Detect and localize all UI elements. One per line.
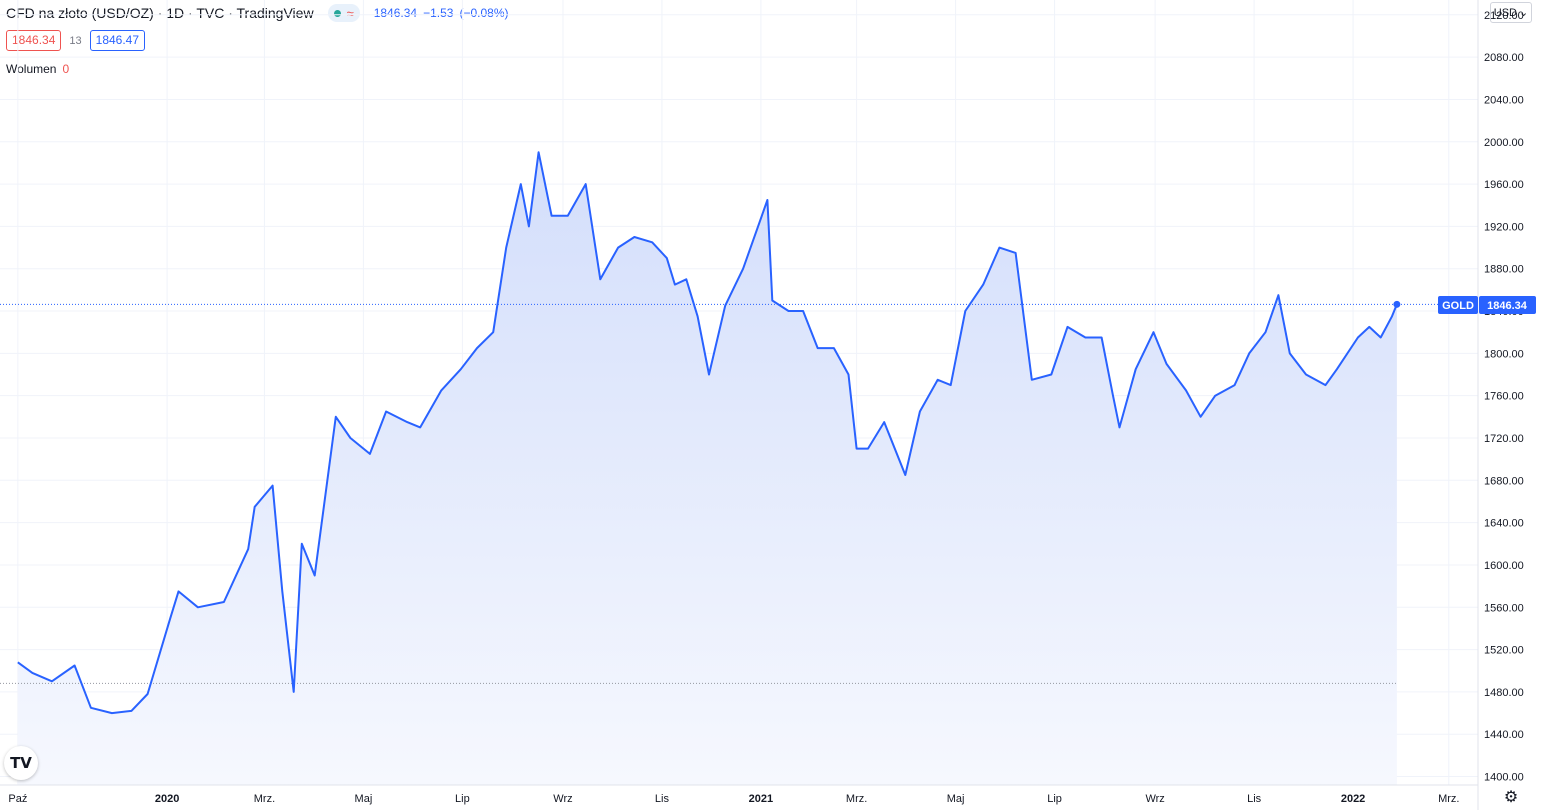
chart-header: CFD na złoto (USD/OZ) · 1D · TVC · Tradi… bbox=[6, 2, 515, 24]
price-axis-tick-label: 1760.00 bbox=[1484, 391, 1524, 403]
price-axis-tick-label: 1480.00 bbox=[1484, 687, 1524, 699]
volume-value: 0 bbox=[62, 62, 70, 76]
time-axis-tick-label: Mrz. bbox=[846, 793, 867, 805]
price-axis-tick-label: 1440.00 bbox=[1484, 729, 1524, 741]
symbol-label: GOLD bbox=[1442, 300, 1474, 312]
price-axis-tick-label: 1880.00 bbox=[1484, 264, 1524, 276]
time-axis-tick-label: 2020 bbox=[155, 793, 179, 805]
price-axis-tick-label: 1560.00 bbox=[1484, 602, 1524, 614]
price-axis-tick-label: 1680.00 bbox=[1484, 475, 1524, 487]
symbol-title[interactable]: CFD na złoto (USD/OZ) · 1D · TVC · Tradi… bbox=[6, 5, 314, 21]
time-axis-tick-label: Maj bbox=[355, 793, 373, 805]
price-axis-tick-label: 1800.00 bbox=[1484, 348, 1524, 360]
time-axis-tick-label: Mrz. bbox=[1438, 793, 1459, 805]
spread-value: 13 bbox=[69, 34, 82, 47]
market-open-icon bbox=[333, 9, 341, 17]
sell-button[interactable]: 1846.34 bbox=[6, 30, 62, 51]
logo-text: TV bbox=[10, 754, 32, 772]
price-axis-tick-label: 1720.00 bbox=[1484, 433, 1524, 445]
tradingview-logo[interactable]: TV bbox=[4, 746, 38, 780]
buy-button[interactable]: 1846.47 bbox=[89, 30, 146, 51]
price-line bbox=[17, 151, 1398, 715]
time-axis-tick-label: Wrz bbox=[553, 793, 572, 805]
last-price: 1846.34 bbox=[373, 6, 418, 20]
price-axis-tick-label: 1640.00 bbox=[1484, 518, 1524, 530]
price-axis-tick-label: 2040.00 bbox=[1484, 94, 1524, 106]
price-area-fill bbox=[17, 152, 1397, 786]
time-axis-tick-label: 2022 bbox=[1341, 793, 1365, 805]
price-axis-tick-label: 1400.00 bbox=[1484, 772, 1524, 784]
grid-lines bbox=[0, 0, 1478, 785]
price-axis-tick-label: 2000.00 bbox=[1484, 137, 1524, 149]
price-axis-tick-label: 1600.00 bbox=[1484, 560, 1524, 572]
price-change: −1.53 bbox=[423, 6, 454, 20]
time-axis-tick-label: 2021 bbox=[749, 793, 773, 805]
price-readout: 1846.34 −1.53 (−0.08%) bbox=[374, 6, 515, 20]
time-axis-tick-label: Lip bbox=[1047, 793, 1062, 805]
price-axis-tick-label: 2080.00 bbox=[1484, 52, 1524, 64]
gear-icon[interactable]: ⚙ bbox=[1503, 789, 1519, 806]
last-price-dot bbox=[1393, 300, 1401, 308]
currency-selector[interactable]: USD ⌄ bbox=[1490, 2, 1532, 23]
price-axis-tick-label: 1520.00 bbox=[1484, 645, 1524, 657]
price-axis-tick-label: 1960.00 bbox=[1484, 179, 1524, 191]
time-axis-tick-label: Wrz bbox=[1145, 793, 1164, 805]
bid-ask-panel: 1846.34 13 1846.47 bbox=[6, 30, 146, 51]
time-axis: Paź 2020 Mrz. Maj Lip Wrz Lis 2021 Mrz. Maj Lip Wrz… bbox=[8, 793, 1459, 805]
price-change-pct: (−0.08%) bbox=[459, 6, 509, 20]
time-axis-tick-label: Paź bbox=[8, 793, 27, 805]
time-axis-tick-label: Maj bbox=[947, 793, 965, 805]
price-label-bg bbox=[1479, 296, 1536, 314]
last-price-labels: GOLD 1846.34 bbox=[1438, 296, 1536, 314]
price-axis-tick-label: 1920.00 bbox=[1484, 221, 1524, 233]
price-axis-tick-label: 1840.00 bbox=[1484, 306, 1524, 318]
volume-legend[interactable]: Wolumen 0 bbox=[6, 62, 69, 76]
currency-label: USD bbox=[1493, 6, 1517, 19]
volume-label: Wolumen bbox=[6, 62, 57, 76]
symbol-label-bg bbox=[1438, 296, 1478, 314]
time-axis-tick-label: Mrz. bbox=[254, 793, 275, 805]
time-axis-tick-label: Lis bbox=[655, 793, 670, 805]
market-status-pill[interactable]: ≈ bbox=[327, 4, 360, 22]
price-label: 1846.34 bbox=[1487, 300, 1528, 312]
price-axis: 1400.00 1440.00 1480.00 1520.00 1560.00 1600.… bbox=[1484, 10, 1524, 784]
delayed-data-icon: ≈ bbox=[346, 5, 354, 21]
time-axis-tick-label: Lis bbox=[1247, 793, 1262, 805]
time-axis-tick-label: Lip bbox=[455, 793, 470, 805]
chevron-down-icon: ⌄ bbox=[1519, 7, 1529, 19]
